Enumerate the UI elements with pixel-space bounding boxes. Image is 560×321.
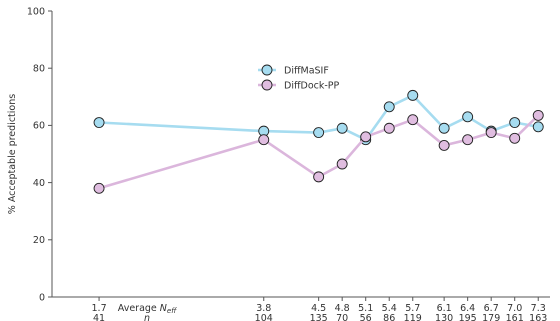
series-point-1 xyxy=(532,109,544,121)
y-tick-label: 100 xyxy=(27,6,45,17)
series-point-1 xyxy=(258,134,270,146)
x-tick-label-n: 119 xyxy=(404,313,422,321)
series-point-0 xyxy=(509,117,521,128)
x-tick-label-n: 70 xyxy=(336,313,348,321)
x-tick-label-neff: 4.5 xyxy=(311,303,326,314)
y-tick-label: 0 xyxy=(39,292,45,303)
legend: DiffMaSIF DiffDock-PP xyxy=(258,64,340,91)
y-tick-label: 40 xyxy=(33,178,45,189)
x-tick-label-neff: 7.3 xyxy=(531,303,546,314)
x-tick-label-neff: 5.4 xyxy=(382,303,397,314)
series-point-1 xyxy=(313,171,325,183)
series-point-0 xyxy=(532,121,544,133)
x-tick-label-neff: 6.4 xyxy=(460,303,475,314)
x-tick-label-neff: 5.7 xyxy=(405,303,420,314)
y-axis-label: % Acceptable predictions xyxy=(7,94,18,214)
x-tick-label-neff: 7.0 xyxy=(507,303,522,314)
x-tick-label-n: 104 xyxy=(255,313,273,321)
y-tick-label: 20 xyxy=(33,235,45,246)
x-tick-label-n: 161 xyxy=(506,313,524,321)
series-point-1 xyxy=(407,114,419,126)
series-1 xyxy=(93,109,544,194)
y-tick-label: 60 xyxy=(33,121,45,132)
x-row-label-n: n xyxy=(144,313,150,321)
x-tick-label-neff: 3.8 xyxy=(256,303,271,314)
series-point-0 xyxy=(407,89,419,101)
series-point-1 xyxy=(93,182,105,194)
series-point-0 xyxy=(383,101,395,113)
series-point-1 xyxy=(438,139,450,151)
axes: 0 20 40 60 80 100 % Acceptable predictions xyxy=(7,6,550,303)
series-point-0 xyxy=(93,117,105,128)
x-tick-label-n: 86 xyxy=(383,313,395,321)
x-tick-label-n: 130 xyxy=(435,313,453,321)
x-tick-label-n: 41 xyxy=(93,313,105,321)
x-tick-label-neff: 6.7 xyxy=(484,303,499,314)
series-point-0 xyxy=(336,122,348,134)
series-point-1 xyxy=(336,158,348,170)
x-tick-label-n: 195 xyxy=(459,313,477,321)
x-tick-label-neff: 5.1 xyxy=(358,303,373,314)
legend-marker-1 xyxy=(261,79,273,91)
series-layer xyxy=(93,89,544,194)
series-point-1 xyxy=(462,134,474,146)
x-tick-label-neff: 1.7 xyxy=(92,303,107,314)
legend-label-1: DiffDock-PP xyxy=(284,80,340,91)
legend-marker-0 xyxy=(261,64,273,76)
x-row-label-neff: Average Neff xyxy=(118,303,177,315)
x-tick-label-neff: 6.1 xyxy=(437,303,452,314)
x-tick-label-neff: 4.8 xyxy=(335,303,350,314)
x-tick-label-n: 56 xyxy=(360,313,372,321)
series-point-1 xyxy=(509,132,521,144)
x-tick-label-n: 163 xyxy=(529,313,547,321)
series-point-1 xyxy=(485,127,497,139)
y-tick-label: 80 xyxy=(33,64,45,75)
x-tick-label-n: 135 xyxy=(310,313,328,321)
series-point-1 xyxy=(383,122,395,134)
legend-label-0: DiffMaSIF xyxy=(284,65,329,76)
x-tick-label-n: 179 xyxy=(482,313,500,321)
series-point-1 xyxy=(360,131,372,143)
series-point-0 xyxy=(462,111,474,123)
series-point-0 xyxy=(313,127,325,139)
series-point-0 xyxy=(438,122,450,134)
